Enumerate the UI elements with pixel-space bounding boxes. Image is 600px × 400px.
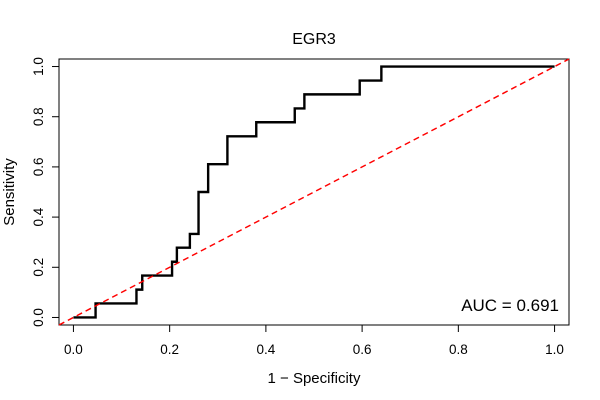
- series-layer: [58, 58, 570, 326]
- x-tick-label: 0.2: [160, 342, 179, 357]
- roc-curve-line: [73, 65, 555, 319]
- x-axis-title: 1 − Specificity: [268, 370, 361, 387]
- auc-annotation: AUC = 0.691: [461, 296, 559, 315]
- y-tick-label: 0.2: [31, 258, 46, 277]
- x-tick-label: 0.6: [353, 342, 372, 357]
- y-axis: 0.0 0.2 0.4 0.6 0.8 1.0: [31, 57, 60, 327]
- x-tick-label: 0.8: [449, 342, 468, 357]
- y-tick-label: 1.0: [31, 57, 46, 76]
- x-tick-label: 0.0: [64, 342, 83, 357]
- y-tick-label: 0.0: [31, 308, 46, 327]
- x-tick-label: 1.0: [545, 342, 564, 357]
- x-axis: 0.0 0.2 0.4 0.6 0.8 1.0: [64, 324, 564, 357]
- reference-diagonal-line: [58, 58, 570, 326]
- y-tick-label: 0.6: [31, 158, 46, 177]
- y-axis-title: Sensitivity: [1, 158, 18, 226]
- x-tick-label: 0.4: [256, 342, 275, 357]
- plot-frame: [58, 58, 570, 326]
- y-tick-label: 0.4: [31, 207, 46, 226]
- y-tick-label: 0.8: [31, 107, 46, 126]
- chart-title: EGR3: [292, 31, 336, 48]
